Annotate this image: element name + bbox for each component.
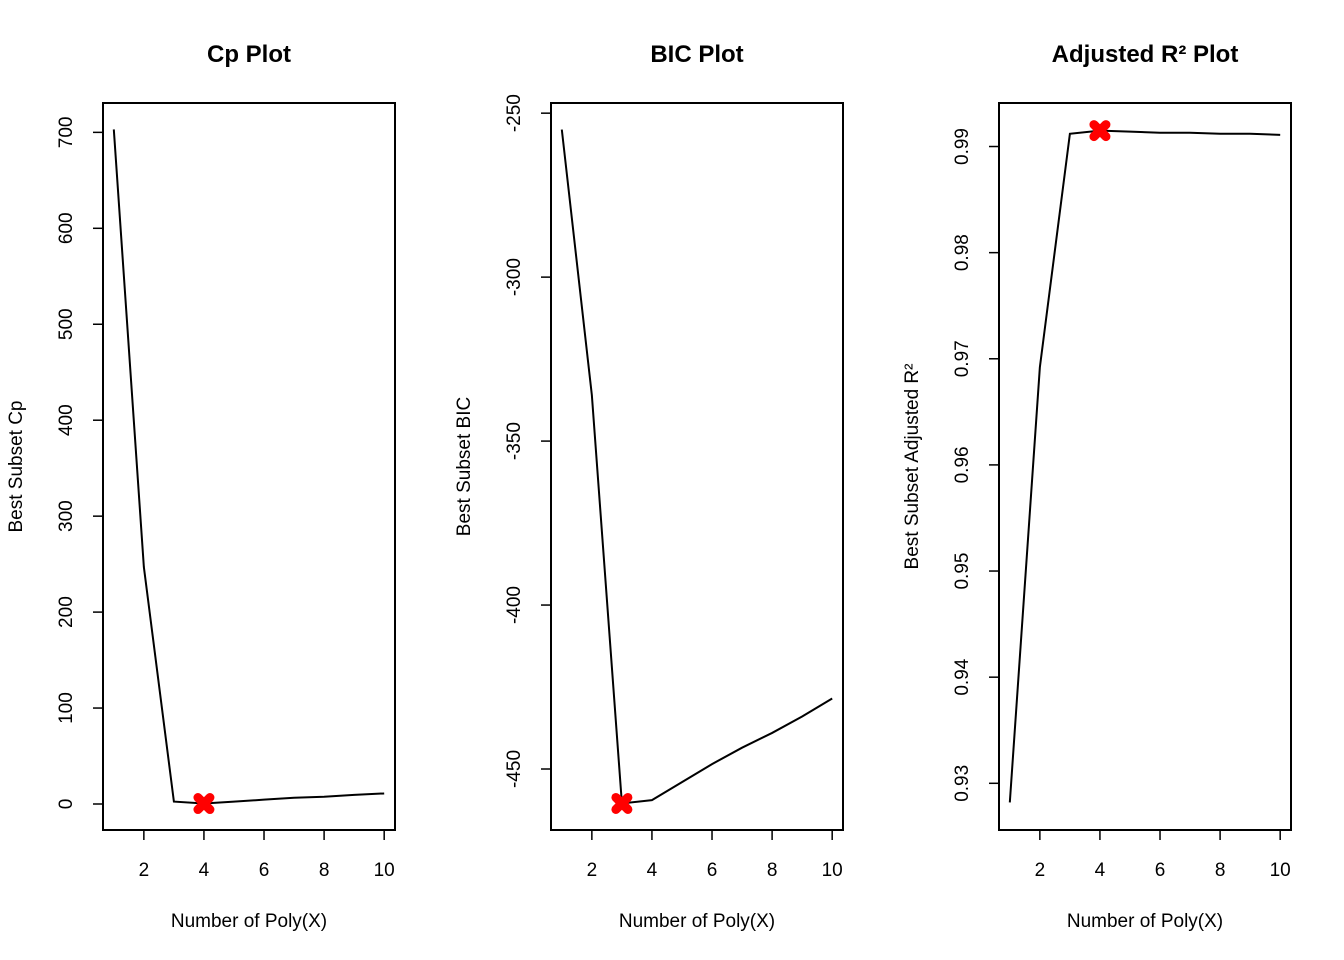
optimum-marker: [1089, 120, 1111, 142]
y-tick-label: 0.97: [952, 340, 973, 377]
plot-marks: [112, 129, 385, 815]
y-tick-label: 0.96: [952, 446, 973, 483]
x-tick-label: 8: [1215, 860, 1226, 881]
y-tick-label: 0: [56, 799, 77, 810]
y-axis-label: Best Subset Adjusted R²: [902, 364, 923, 570]
x-tick-label: 8: [319, 860, 330, 881]
series-line: [1008, 129, 1281, 803]
plot-marks: [560, 129, 833, 814]
y-tick-label: 0.99: [952, 128, 973, 165]
plot-frame: [998, 102, 1292, 831]
y-tick-label: -350: [504, 422, 525, 460]
optimum-marker: [193, 793, 215, 815]
optimum-marker: [611, 792, 633, 814]
panel-bic: BIC Plot Number of Poly(X) Best Subset B…: [454, 41, 844, 932]
y-tick-label: 0.93: [952, 765, 973, 802]
y-tick-label: 0.95: [952, 553, 973, 590]
panel-cp: Cp Plot Number of Poly(X) Best Subset Cp…: [6, 41, 396, 932]
series-line: [112, 129, 385, 805]
x-tick-label: 10: [374, 860, 395, 881]
y-tick-label: 0.98: [952, 234, 973, 271]
x-axis-label: Number of Poly(X): [619, 911, 775, 932]
x-tick-label: 10: [822, 860, 843, 881]
y-tick-label: 400: [56, 404, 77, 436]
x-tick-label: 2: [1035, 860, 1046, 881]
plot-frame: [102, 102, 396, 831]
y-axis: -450 -400 -350 -300 -250: [504, 94, 551, 788]
panel-title: Cp Plot: [207, 41, 291, 68]
x-axis: 2 4 6 8 10: [1035, 830, 1291, 881]
y-axis: 0 100 200 300 400 500 600 700: [56, 117, 103, 810]
x-tick-label: 4: [1095, 860, 1106, 881]
y-tick-label: -300: [504, 258, 525, 296]
x-tick-label: 10: [1270, 860, 1291, 881]
x-tick-label: 6: [707, 860, 718, 881]
x-tick-label: 4: [199, 860, 210, 881]
y-tick-label: 200: [56, 596, 77, 628]
y-tick-label: 100: [56, 692, 77, 724]
y-axis-label: Best Subset BIC: [454, 397, 475, 536]
x-tick-label: 8: [767, 860, 778, 881]
panel-title: Adjusted R² Plot: [1052, 41, 1239, 68]
x-axis-label: Number of Poly(X): [171, 911, 327, 932]
y-tick-label: -450: [504, 750, 525, 788]
x-tick-label: 6: [259, 860, 270, 881]
plot-frame: [550, 102, 844, 831]
y-axis-label: Best Subset Cp: [6, 400, 27, 532]
y-tick-label: -400: [504, 586, 525, 624]
panel-title: BIC Plot: [650, 41, 743, 68]
x-axis: 2 4 6 8 10: [139, 830, 395, 881]
x-tick-label: 2: [587, 860, 598, 881]
y-tick-label: 300: [56, 500, 77, 532]
x-tick-label: 6: [1155, 860, 1166, 881]
x-axis: 2 4 6 8 10: [587, 830, 843, 881]
panel-adjusted-r2: Adjusted R² Plot Number of Poly(X) Best …: [902, 41, 1292, 932]
y-tick-label: -250: [504, 94, 525, 132]
y-tick-label: 500: [56, 308, 77, 340]
y-tick-label: 600: [56, 212, 77, 244]
x-tick-label: 4: [647, 860, 658, 881]
plot-marks: [1008, 120, 1281, 803]
y-tick-label: 700: [56, 117, 77, 149]
x-axis-label: Number of Poly(X): [1067, 911, 1223, 932]
series-line: [560, 129, 833, 805]
x-tick-label: 2: [139, 860, 150, 881]
y-axis: 0.93 0.94 0.95 0.96 0.97 0.98 0.99: [952, 128, 999, 802]
y-tick-label: 0.94: [952, 658, 973, 695]
